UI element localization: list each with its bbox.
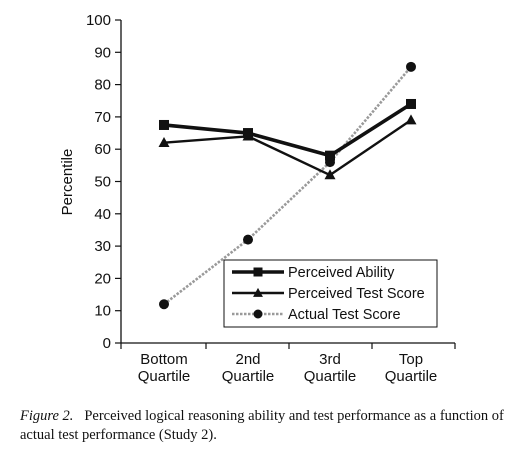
legend: Perceived Ability Perceived Test Score Act… <box>223 259 438 328</box>
data-point-perceived-ability <box>243 128 253 139</box>
y-tick-label: 60 <box>94 141 111 158</box>
data-point-actual-test-score <box>159 299 169 310</box>
x-tick-label: Quartile <box>304 368 357 385</box>
data-point-perceived-ability <box>406 98 416 109</box>
y-axis-label: Percentile <box>59 149 76 216</box>
caption-label: Figure 2. <box>20 408 74 424</box>
data-point-perceived-test-score <box>158 136 170 147</box>
y-tick-label: 0 <box>103 335 111 352</box>
legend-marker <box>253 287 263 297</box>
data-point-perceived-test-score <box>324 169 336 180</box>
y-tick-label: 40 <box>94 206 111 223</box>
data-point-perceived-test-score <box>405 114 417 125</box>
y-tick-label: 90 <box>94 44 111 61</box>
y-tick-label: 50 <box>94 174 111 191</box>
data-point-perceived-ability <box>325 150 335 161</box>
x-tick-label: Quartile <box>385 368 438 385</box>
y-tick-label: 70 <box>94 109 111 126</box>
data-point-perceived-ability <box>159 119 169 130</box>
data-point-actual-test-score <box>406 61 416 72</box>
legend-label: Perceived Test Score <box>288 286 425 302</box>
y-tick-label: 20 <box>94 270 111 287</box>
x-tick-label: 2nd <box>235 351 260 368</box>
x-tick-label: Top <box>399 351 423 368</box>
legend-marker <box>253 309 263 319</box>
legend-label: Actual Test Score <box>288 307 401 323</box>
x-tick-label: 3rd <box>319 351 341 368</box>
series-line-perceived-test-score <box>163 119 412 177</box>
x-tick-label: Quartile <box>138 368 191 385</box>
y-tick-label: 80 <box>94 77 111 94</box>
y-tick-label: 10 <box>94 303 111 320</box>
x-tick-label: Quartile <box>222 368 275 385</box>
legend-label: Perceived Ability <box>288 265 395 281</box>
legend-marker <box>253 267 263 277</box>
caption-text: Perceived logical reasoning ability and … <box>20 408 504 443</box>
data-point-actual-test-score <box>243 234 253 245</box>
series-line-actual-test-score <box>163 65 412 306</box>
y-tick-label: 100 <box>86 12 111 29</box>
y-tick-label: 30 <box>94 238 111 255</box>
x-tick-label: Bottom <box>140 351 188 368</box>
figure-caption: Figure 2. Perceived logical reasoning ab… <box>20 407 505 445</box>
series-line-perceived-ability <box>163 102 412 158</box>
